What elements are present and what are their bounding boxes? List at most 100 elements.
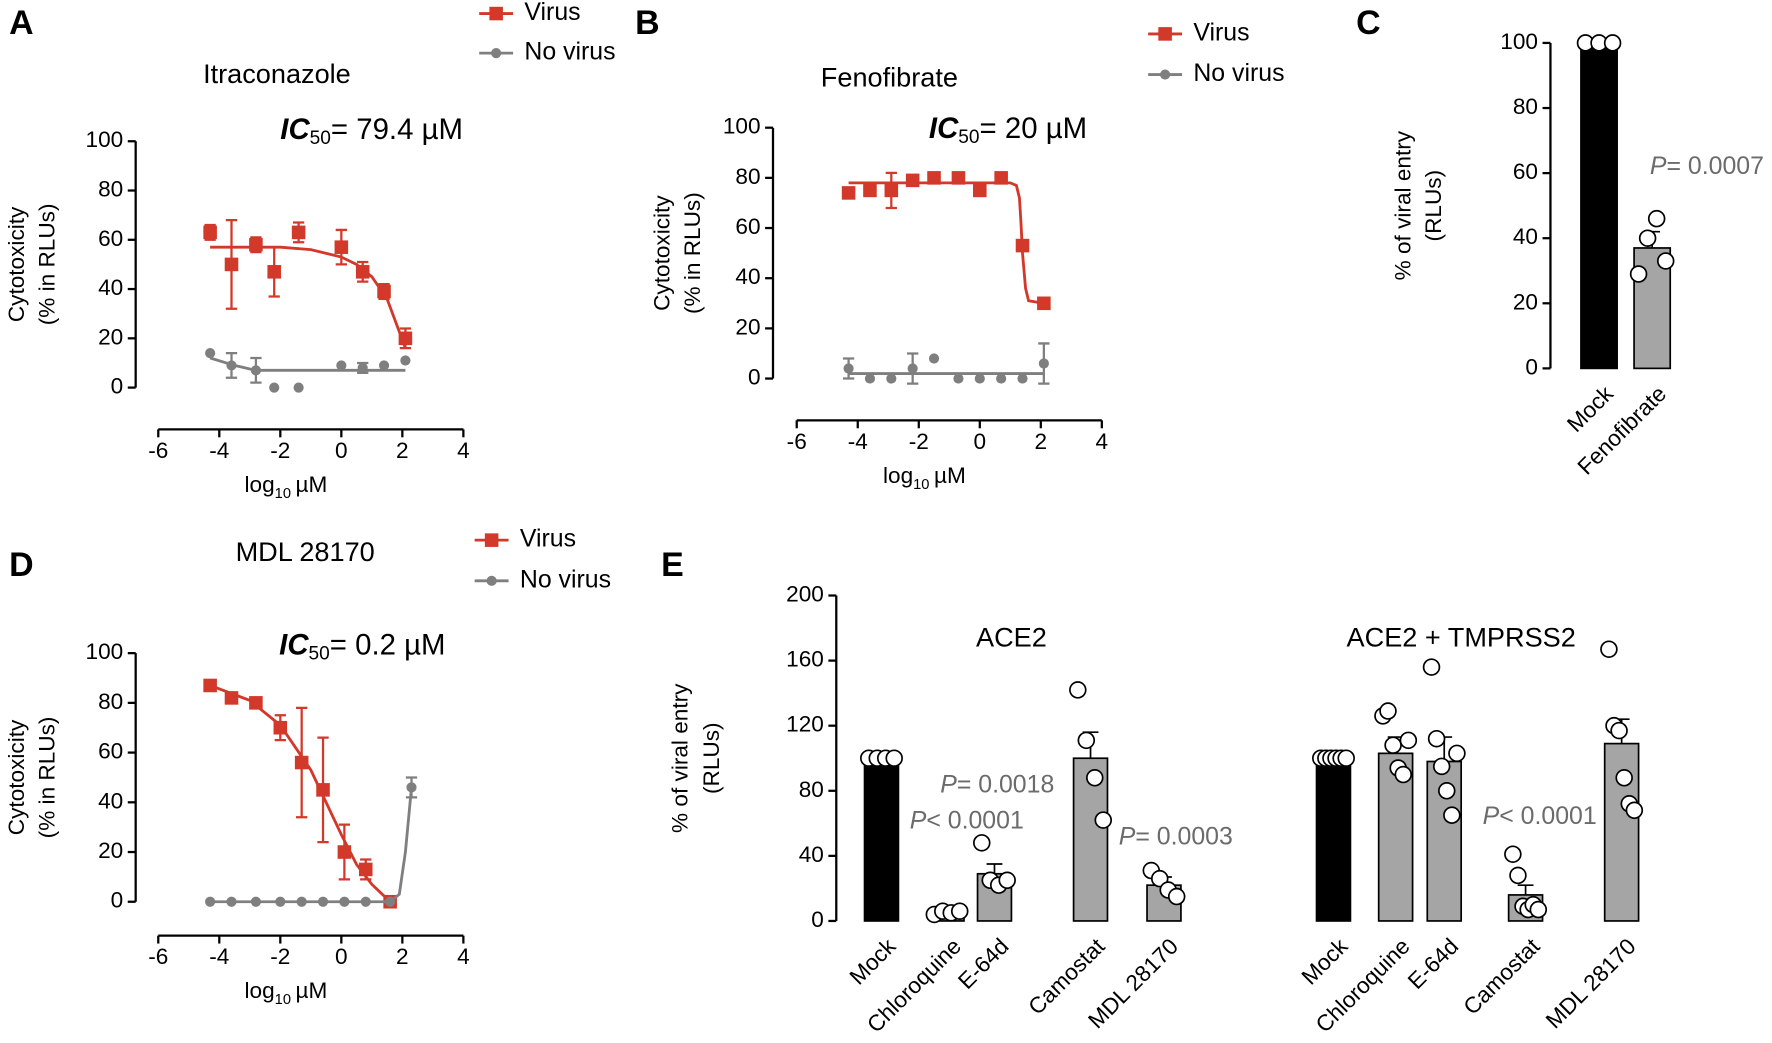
panel-letter: B (635, 4, 659, 42)
legend-marker (1158, 27, 1172, 41)
point (406, 782, 417, 793)
y-axis-label: Cytotoxicity (4, 719, 29, 835)
ic50: IC50= 0.2 µM (279, 628, 445, 664)
x-axis-label-part: µM (296, 472, 328, 497)
legend-text: Virus (520, 525, 576, 553)
data-point (998, 871, 1016, 890)
ic50-part: = 0.2 µM (330, 628, 446, 661)
y-tick-label: 60 (735, 214, 760, 239)
y-tick-label: 0 (748, 365, 761, 390)
y-tick-label: 80 (98, 176, 123, 201)
y-tick-label: 60 (98, 739, 123, 764)
data-point (1432, 757, 1451, 776)
y-axis-label: (RLUs) (1421, 170, 1446, 242)
y-axis-label: (RLUs) (699, 722, 724, 794)
ic50: IC50= 79.4 µM (280, 113, 463, 149)
point (269, 382, 280, 393)
point (927, 171, 941, 185)
data-point (1399, 731, 1418, 750)
panel-letter: D (9, 546, 33, 584)
p-value-part: < 0.0001 (1499, 802, 1596, 830)
fit-curve (210, 787, 413, 904)
point (339, 896, 350, 907)
data-point (1504, 845, 1522, 864)
legend-marker (486, 575, 497, 586)
group-title: ACE2 + TMPRSS2 (1347, 622, 1576, 653)
point (273, 720, 288, 735)
point (355, 265, 370, 279)
data-point (1094, 811, 1113, 829)
point (996, 373, 1007, 384)
category-label: MDL 28170 (1541, 934, 1641, 1034)
fit-curve (210, 245, 407, 349)
x-axis-label: log10 µM (883, 463, 966, 493)
chart-title: MDL 28170 (236, 536, 375, 567)
data-point (1638, 229, 1657, 247)
data-point (1629, 265, 1648, 283)
data-point (1600, 640, 1618, 658)
data-point (1086, 769, 1104, 787)
point (267, 265, 281, 279)
y-tick-label: 200 (786, 581, 824, 606)
point (1015, 238, 1030, 253)
y-tick-label: 120 (786, 712, 824, 737)
x-tick-label: -4 (848, 429, 868, 454)
p-value: P= 0.0007 (1650, 152, 1764, 180)
data-point (1603, 34, 1622, 52)
point (203, 225, 217, 240)
y-tick-label: 100 (86, 639, 124, 664)
ic50-part: 50 (958, 127, 979, 148)
data-point (1443, 806, 1461, 824)
y-tick-label: 0 (111, 888, 124, 913)
error-bar (986, 863, 1003, 874)
p-value-part: P (1119, 822, 1136, 850)
legend-text: No virus (520, 565, 611, 593)
x-tick-label: 4 (457, 944, 470, 969)
x-axis-label-part: 10 (275, 992, 291, 1008)
y-tick-label: 60 (98, 226, 123, 251)
legend-marker (1160, 69, 1171, 80)
x-axis-label: log10 µM (245, 472, 328, 502)
y-tick-label: 20 (98, 324, 123, 349)
data-point (1656, 252, 1675, 270)
p-value-part: = 0.0007 (1666, 152, 1763, 180)
y-tick-label: 80 (1513, 94, 1538, 119)
data-point (1509, 866, 1527, 885)
y-tick-label: 160 (786, 647, 824, 672)
legend-text: Virus (1193, 18, 1249, 46)
y-tick-label: 40 (799, 842, 824, 867)
ic50-part: IC (280, 113, 310, 146)
point (250, 896, 261, 907)
x-tick-label: -6 (148, 944, 168, 969)
y-tick-label: 0 (1525, 354, 1538, 379)
y-axis-label: % of viral entry (1391, 130, 1416, 280)
data-point (1394, 765, 1413, 784)
x-tick-label: 2 (396, 438, 409, 463)
point (249, 237, 263, 252)
ic50: IC50= 20 µM (929, 112, 1087, 148)
data-point (1384, 736, 1402, 754)
point (294, 755, 309, 770)
point (953, 373, 964, 384)
y-tick-label: 100 (723, 114, 761, 139)
y-tick-label: 0 (111, 374, 124, 399)
x-tick-label: 0 (974, 429, 987, 454)
point (293, 382, 304, 393)
x-tick-label: 4 (457, 438, 470, 463)
error-bar (1517, 884, 1534, 895)
data-point (973, 834, 991, 852)
y-tick-label: 40 (735, 264, 760, 289)
x-axis-label-part: log (883, 463, 913, 488)
bar (1580, 42, 1618, 370)
y-tick-label: 40 (98, 788, 123, 813)
point (357, 362, 368, 373)
y-axis-label: (% in RLUs) (35, 717, 60, 839)
p-value: P= 0.0018 (940, 770, 1054, 798)
point (336, 360, 347, 371)
fit-curve (209, 356, 406, 372)
y-tick-label: 40 (1513, 224, 1538, 249)
x-tick-label: -2 (270, 438, 290, 463)
p-value-part: P (940, 770, 957, 798)
x-tick-label: 2 (396, 944, 409, 969)
